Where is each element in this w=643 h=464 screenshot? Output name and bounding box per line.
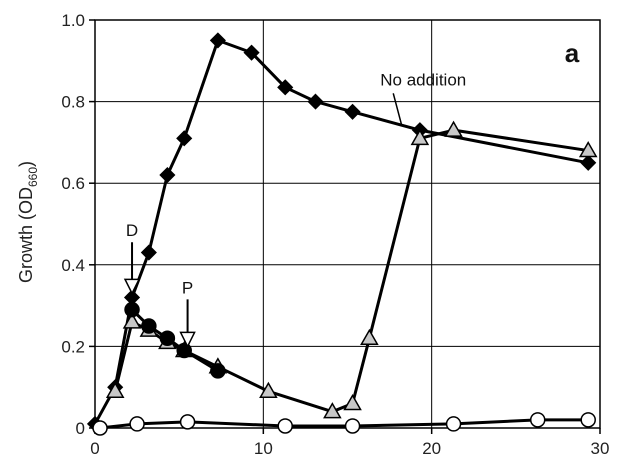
annotation-2-label: P — [182, 278, 193, 297]
series-3-point-2 — [179, 414, 196, 430]
series-layer — [86, 32, 598, 436]
y-tick-label-4: 0.8 — [61, 93, 85, 112]
y-axis-label: Growth (OD660) — [16, 161, 40, 283]
series-2-point-4 — [210, 363, 226, 379]
x-tick-label-3: 30 — [591, 439, 610, 458]
series-1-point-0 — [105, 381, 125, 399]
x-tick-label-0: 0 — [90, 439, 99, 458]
series-2-point-3 — [176, 342, 192, 359]
series-0-point-8 — [277, 79, 294, 96]
annotation-0-label: No addition — [380, 70, 466, 89]
series-1-point-6 — [259, 381, 278, 399]
grid-lines — [95, 20, 600, 428]
annotation-0-pointer — [392, 93, 403, 125]
series-0-point-3 — [140, 244, 157, 261]
series-2-point-1 — [141, 318, 157, 334]
series-1-point-9 — [360, 328, 379, 345]
series-1-point-7 — [323, 402, 342, 419]
series-0-point-12 — [580, 154, 597, 171]
y-tick-label-0: 0 — [76, 419, 85, 438]
series-1-point-12 — [578, 141, 598, 158]
series-1-point-8 — [343, 394, 362, 411]
plot-frame — [94, 19, 601, 429]
x-tick-label-2: 20 — [422, 439, 441, 458]
y-tick-label-1: 0.2 — [61, 337, 85, 356]
series-1-line — [113, 128, 589, 414]
axis-ticks: 0 0.2 0.4 0.6 0.8 1.0 0 10 20 30 — [61, 11, 609, 458]
y-axis-label-subscript: 660 — [26, 167, 40, 187]
series-3-circle — [92, 412, 596, 436]
annotation-2-arrow-head — [179, 331, 196, 349]
series-0-point-6 — [209, 32, 226, 49]
series-0-point-5 — [176, 130, 193, 147]
series-0-point-4 — [159, 166, 176, 184]
series-1-point-10 — [410, 128, 430, 146]
annotation-1-label: D — [126, 221, 138, 240]
series-3-line — [99, 418, 589, 430]
series-3-point-1 — [129, 416, 145, 432]
series-2-line — [130, 308, 219, 373]
x-tick-label-1: 10 — [254, 439, 273, 458]
y-tick-label-3: 0.6 — [61, 174, 85, 193]
series-3-point-3 — [277, 418, 293, 434]
series-2-point-2 — [159, 330, 176, 346]
series-0-diamond — [86, 32, 597, 432]
series-3-point-7 — [580, 412, 596, 428]
annotation-layer: No addition D P — [123, 70, 466, 349]
y-tick-label-5: 1.0 — [61, 11, 85, 30]
series-3-point-6 — [529, 412, 546, 428]
series-0-point-7 — [243, 44, 260, 61]
panel-label: a — [565, 38, 580, 68]
y-axis-label-main: Growth (OD — [16, 187, 36, 283]
series-2-point-0 — [124, 301, 140, 318]
series-1-point-11 — [444, 120, 463, 137]
y-axis-label-close: ) — [16, 161, 36, 167]
y-tick-label-2: 0.4 — [61, 256, 85, 275]
series-2-circle — [124, 301, 226, 379]
annotation-1-arrow-head — [123, 278, 141, 296]
series-1-point-1 — [122, 312, 142, 329]
series-0-point-10 — [344, 103, 361, 120]
series-1-triangle — [105, 120, 598, 419]
series-3-point-4 — [344, 418, 361, 434]
series-0-line — [93, 38, 589, 425]
series-3-point-5 — [445, 416, 462, 432]
series-3-point-0 — [92, 420, 108, 436]
series-0-point-9 — [307, 93, 324, 110]
